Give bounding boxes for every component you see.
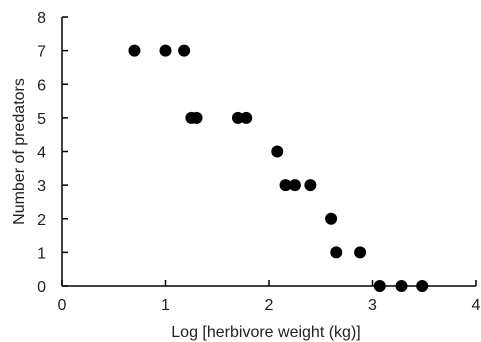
x-ticks: 0 1 2 3 4: [58, 280, 481, 314]
x-tick-label: 0: [58, 297, 67, 314]
x-tick-label: 4: [472, 297, 481, 314]
data-point: [416, 280, 429, 292]
data-point: [271, 145, 284, 158]
data-point: [128, 44, 141, 57]
x-tick-label: 3: [368, 297, 377, 314]
data-point: [395, 280, 408, 292]
data-point: [354, 246, 367, 259]
y-tick-label: 4: [37, 145, 46, 162]
y-tick-label: 2: [37, 212, 46, 229]
data-point: [330, 246, 343, 259]
data-point: [288, 179, 301, 192]
data-point: [178, 44, 191, 57]
data-points: [128, 44, 429, 292]
y-tick-label: 5: [37, 111, 46, 128]
axes: [61, 17, 476, 287]
y-tick-label: 0: [37, 279, 46, 296]
y-ticks: 0 1 2 3 4 5 6 7 8: [37, 10, 68, 296]
data-point: [373, 280, 386, 292]
data-point: [231, 111, 244, 124]
x-tick-label: 2: [265, 297, 274, 314]
data-point: [304, 179, 317, 192]
y-tick-label: 3: [37, 178, 46, 195]
data-point: [240, 111, 253, 124]
y-tick-label: 7: [37, 44, 46, 61]
data-point: [190, 111, 203, 124]
data-point: [159, 44, 172, 57]
y-tick-label: 1: [37, 245, 46, 262]
x-tick-label: 1: [161, 297, 170, 314]
y-tick-label: 8: [37, 10, 46, 27]
y-axis-title: Number of predators: [11, 78, 28, 225]
data-point: [325, 212, 338, 225]
x-axis-title: Log [herbivore weight (kg)]: [171, 324, 360, 341]
data-point: [279, 179, 292, 192]
y-tick-label: 6: [37, 77, 46, 94]
